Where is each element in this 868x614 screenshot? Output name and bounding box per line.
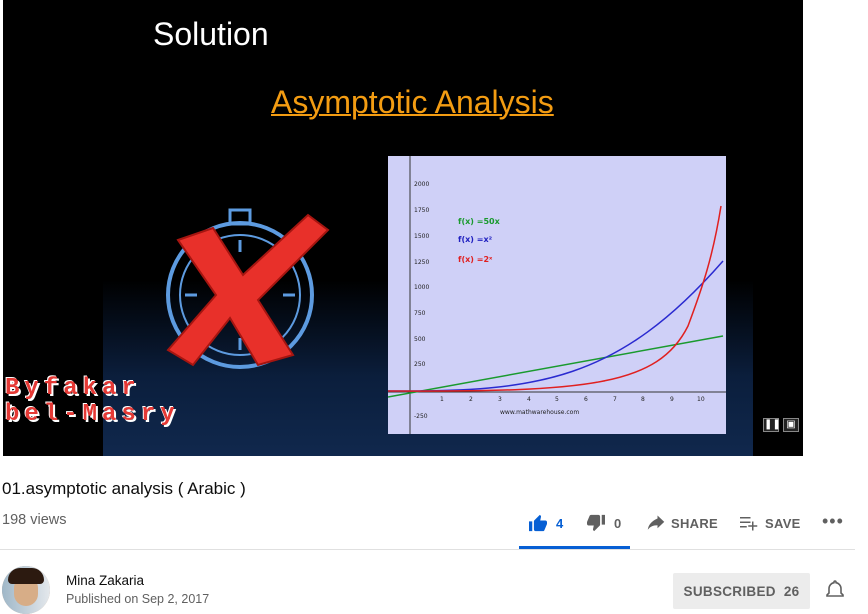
y-tick: 1750 [414, 207, 429, 214]
linear-curve [387, 335, 724, 398]
x-tick: 2 [469, 396, 473, 403]
avatar[interactable] [2, 566, 50, 614]
x-tick: 10 [697, 396, 705, 403]
share-button[interactable]: SHARE [647, 515, 718, 531]
y-tick: 1250 [414, 259, 429, 266]
save-label: SAVE [765, 515, 801, 531]
x-tick: 6 [584, 396, 588, 403]
pause-icon[interactable]: ❚❚ [763, 418, 781, 432]
share-arrow-icon [647, 515, 665, 530]
save-button[interactable]: SAVE [740, 515, 801, 531]
watermark-line-2: bel-Masry [5, 401, 180, 428]
graph-panel: 2000 1750 1500 1250 1000 750 500 250 -25… [387, 156, 726, 434]
y-tick: 1000 [414, 284, 429, 291]
slide-heading: Solution [153, 16, 269, 52]
x-tick: 1 [440, 396, 444, 403]
x-tick: 5 [555, 396, 559, 403]
quadratic-curve [387, 260, 724, 392]
y-tick: 750 [414, 310, 426, 317]
dislike-button[interactable]: 0 [586, 514, 621, 532]
subscribed-button[interactable]: SUBSCRIBED 26 [673, 573, 810, 609]
share-label: SHARE [671, 515, 719, 531]
y-tick: 500 [414, 336, 426, 343]
sentiment-bar [519, 546, 630, 549]
y-tick: 2000 [414, 181, 429, 188]
view-count: 198 views [2, 512, 67, 528]
thumbs-up-icon [529, 514, 547, 532]
stopwatch-cross-icon [166, 208, 330, 369]
publish-date: Published on Sep 2, 2017 [66, 592, 210, 606]
player-controls: ❚❚ ▣ [763, 418, 799, 432]
channel-name[interactable]: Mina Zakaria [66, 573, 145, 588]
y-tick: 250 [414, 361, 426, 368]
video-player[interactable]: Solution Asymptotic Analysis 2000 1750 1… [3, 0, 803, 456]
x-tick: 4 [527, 396, 531, 403]
divider [0, 549, 855, 550]
slide-title: Asymptotic Analysis [271, 84, 554, 120]
x-tick: 3 [498, 396, 502, 403]
x-tick: 9 [670, 396, 674, 403]
exponential-curve [387, 205, 722, 392]
x-tick: 7 [613, 396, 617, 403]
channel-watermark: Byfakar bel-Masry [5, 376, 180, 428]
bell-icon[interactable] [826, 580, 844, 600]
legend-quadratic: f(x) =x² [458, 235, 493, 244]
like-button[interactable]: 4 [528, 514, 634, 532]
more-options-icon[interactable]: ••• [822, 511, 844, 531]
graph-credit: www.mathwarehouse.com [500, 409, 579, 416]
subscriber-count: 26 [783, 583, 800, 599]
miniplayer-icon[interactable]: ▣ [783, 418, 799, 432]
subscribed-label: SUBSCRIBED [683, 583, 776, 599]
legend-exponential: f(x) =2ˣ [458, 255, 493, 264]
legend-linear: f(x) =50x [458, 217, 501, 226]
y-tick: 1500 [414, 233, 429, 240]
like-count: 4 [556, 515, 564, 531]
thumbs-down-icon [587, 514, 605, 532]
dislike-count: 0 [614, 515, 622, 531]
y-tick: -250 [414, 413, 428, 420]
growth-graph: 2000 1750 1500 1250 1000 750 500 250 -25… [387, 156, 726, 434]
video-title: 01.asymptotic analysis ( Arabic ) [2, 479, 246, 498]
watermark-line-1: Byfakar [5, 375, 141, 402]
playlist-add-icon [740, 517, 758, 531]
x-tick: 8 [641, 396, 645, 403]
